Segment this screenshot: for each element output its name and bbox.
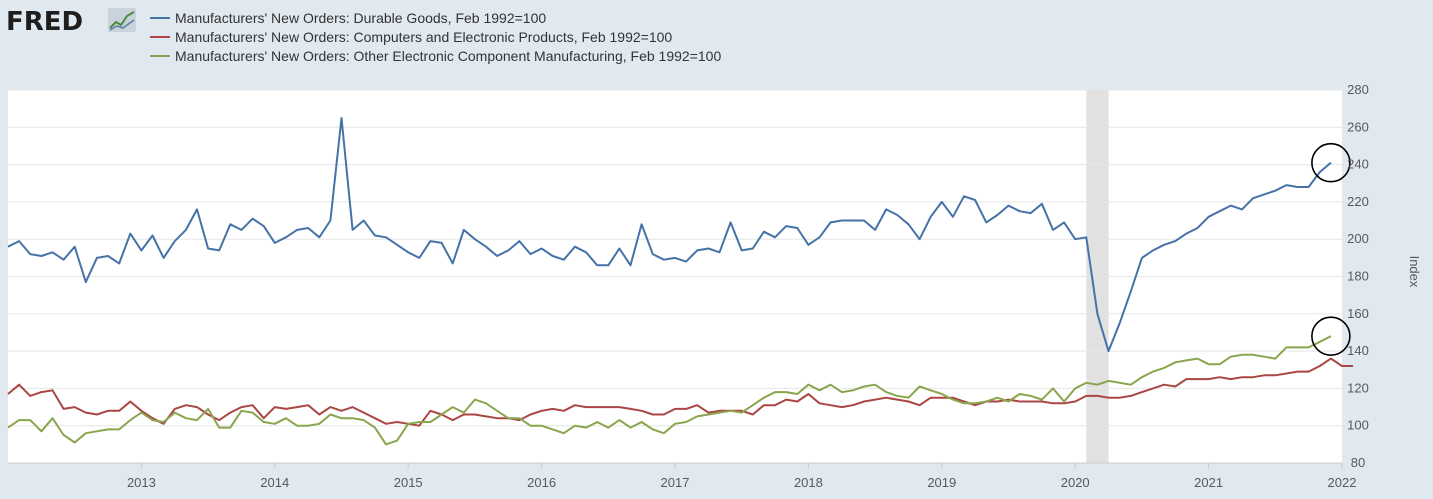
x-tick-label: 2015 bbox=[394, 475, 423, 490]
x-tick-label: 2020 bbox=[1061, 475, 1090, 490]
fred-logo-chart-icon bbox=[108, 8, 136, 32]
legend-entry-0[interactable]: Manufacturers' New Orders: Durable Goods… bbox=[175, 10, 546, 26]
legend-entry-1[interactable]: Manufacturers' New Orders: Computers and… bbox=[175, 29, 672, 45]
series-line-2[interactable] bbox=[7, 335, 1332, 446]
series-line-1[interactable] bbox=[7, 357, 1354, 427]
annotations bbox=[1311, 142, 1351, 356]
x-tick-label: 2022 bbox=[1328, 475, 1357, 490]
annotation-circle-1 bbox=[1311, 316, 1351, 356]
x-tick-label: 2013 bbox=[127, 475, 156, 490]
x-tick-label: 2019 bbox=[927, 475, 956, 490]
y-tick-label: 280 bbox=[1347, 82, 1369, 97]
annotation-circle-0 bbox=[1311, 142, 1351, 183]
x-tick-label: 2021 bbox=[1194, 475, 1223, 490]
x-tick-label: 2018 bbox=[794, 475, 823, 490]
x-axis: 2013 2014 2015 2016 2017 2018 2019 2020 2021 2022 bbox=[8, 462, 1357, 490]
y-tick-label: 140 bbox=[1347, 343, 1369, 358]
series-lines bbox=[7, 117, 1354, 446]
legend-entry-2[interactable]: Manufacturers' New Orders: Other Electro… bbox=[175, 48, 721, 64]
y-axis: 80 100 120 140 160 180 200 220 240 260 280 bbox=[1347, 82, 1369, 470]
fred-logo[interactable]: FRED bbox=[6, 7, 136, 37]
y-tick-label: 200 bbox=[1347, 231, 1369, 246]
y-tick-label: 180 bbox=[1347, 269, 1369, 284]
y-tick-label: 80 bbox=[1351, 455, 1365, 470]
fred-logo-text: FRED bbox=[6, 7, 83, 37]
y-tick-label: 100 bbox=[1347, 418, 1369, 433]
x-tick-label: 2017 bbox=[661, 475, 690, 490]
y-tick-label: 240 bbox=[1347, 157, 1369, 172]
y-tick-label: 260 bbox=[1347, 119, 1369, 134]
x-tick-label: 2016 bbox=[527, 475, 556, 490]
series-line-0[interactable] bbox=[7, 117, 1332, 353]
y-axis-title: Index bbox=[1407, 256, 1422, 288]
y-tick-label: 160 bbox=[1347, 306, 1369, 321]
chart-legend: Manufacturers' New Orders: Durable Goods… bbox=[150, 10, 721, 64]
y-tick-label: 220 bbox=[1347, 194, 1369, 209]
x-tick-label: 2014 bbox=[260, 475, 289, 490]
y-tick-label: 120 bbox=[1347, 380, 1369, 395]
